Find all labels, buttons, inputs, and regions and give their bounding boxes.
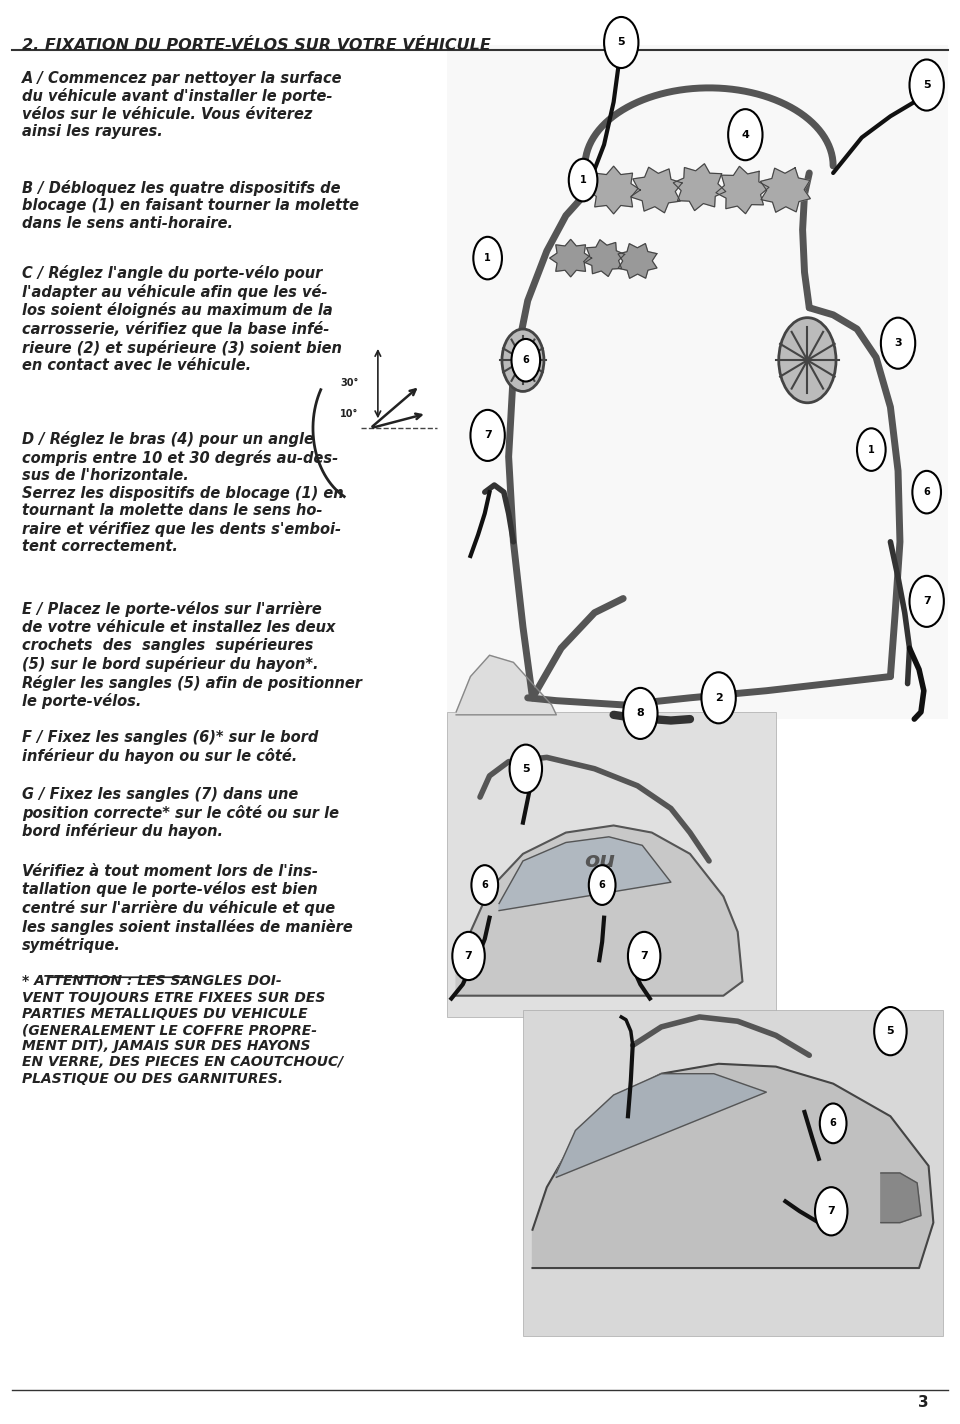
Text: 7: 7 bbox=[484, 430, 492, 440]
Circle shape bbox=[471, 866, 498, 904]
Text: D / Réglez le bras (4) pour un angle
compris entre 10 et 30 degrés au-des-
sus d: D / Réglez le bras (4) pour un angle com… bbox=[22, 431, 344, 554]
Circle shape bbox=[588, 866, 615, 904]
Text: 6: 6 bbox=[829, 1118, 836, 1128]
Circle shape bbox=[470, 410, 505, 461]
Circle shape bbox=[857, 429, 886, 471]
Text: 7: 7 bbox=[828, 1206, 835, 1216]
Text: G / Fixez les sangles (7) dans une
position correcte* sur le côté ou sur le
bord: G / Fixez les sangles (7) dans une posit… bbox=[22, 787, 339, 839]
Polygon shape bbox=[550, 239, 591, 276]
Text: 1: 1 bbox=[580, 175, 587, 185]
Text: B / Débloquez les quatre dispositifs de
blocage (1) en faisant tourner la molett: B / Débloquez les quatre dispositifs de … bbox=[22, 179, 359, 231]
Circle shape bbox=[912, 471, 941, 514]
Polygon shape bbox=[587, 167, 640, 214]
Circle shape bbox=[702, 672, 735, 723]
Text: * ATTENTION : LES SANGLES DOI-
VENT TOUJOURS ETRE FIXEES SUR DES
PARTIES METALLI: * ATTENTION : LES SANGLES DOI- VENT TOUJ… bbox=[22, 974, 343, 1085]
Polygon shape bbox=[631, 167, 683, 212]
Text: 5: 5 bbox=[887, 1027, 894, 1037]
Text: 1: 1 bbox=[484, 253, 491, 263]
Circle shape bbox=[728, 110, 762, 161]
Circle shape bbox=[628, 931, 660, 980]
Text: A / Commencez par nettoyer la surface
du véhicule avant d'installer le porte-
vé: A / Commencez par nettoyer la surface du… bbox=[22, 71, 343, 140]
Text: 7: 7 bbox=[465, 951, 472, 961]
Text: F / Fixez les sangles (6)* sur le bord
inférieur du hayon ou sur le côté.: F / Fixez les sangles (6)* sur le bord i… bbox=[22, 731, 319, 765]
Text: Vérifiez à tout moment lors de l'ins-
tallation que le porte-vélos est bien
cent: Vérifiez à tout moment lors de l'ins- ta… bbox=[22, 864, 352, 953]
Circle shape bbox=[820, 1104, 847, 1143]
Polygon shape bbox=[456, 655, 557, 715]
Circle shape bbox=[604, 17, 638, 68]
Circle shape bbox=[623, 688, 658, 739]
Polygon shape bbox=[760, 168, 810, 212]
FancyBboxPatch shape bbox=[446, 712, 776, 1017]
FancyBboxPatch shape bbox=[523, 1010, 943, 1336]
Text: 2: 2 bbox=[715, 693, 723, 703]
Text: 30°: 30° bbox=[341, 377, 359, 387]
Text: E / Placez le porte-vélos sur l'arrière
de votre véhicule et installez les deux
: E / Placez le porte-vélos sur l'arrière … bbox=[22, 601, 362, 709]
Text: 5: 5 bbox=[617, 37, 625, 47]
FancyBboxPatch shape bbox=[446, 46, 948, 719]
Text: C / Réglez l'angle du porte-vélo pour
l'adapter au véhicule afin que les vé-
los: C / Réglez l'angle du porte-vélo pour l'… bbox=[22, 265, 342, 373]
Text: 3: 3 bbox=[894, 339, 901, 349]
Text: 3: 3 bbox=[918, 1396, 928, 1410]
Polygon shape bbox=[557, 1074, 766, 1178]
Text: 7: 7 bbox=[640, 951, 648, 961]
Polygon shape bbox=[618, 244, 657, 278]
Text: 6: 6 bbox=[599, 880, 606, 890]
Polygon shape bbox=[716, 167, 769, 214]
Polygon shape bbox=[673, 164, 726, 211]
Polygon shape bbox=[456, 826, 742, 995]
Circle shape bbox=[510, 745, 542, 793]
Text: 1: 1 bbox=[868, 444, 875, 454]
Text: 10°: 10° bbox=[341, 409, 359, 419]
Text: 8: 8 bbox=[636, 708, 644, 719]
Circle shape bbox=[909, 575, 944, 627]
Text: ou: ou bbox=[584, 852, 614, 871]
Circle shape bbox=[815, 1188, 848, 1236]
Circle shape bbox=[568, 159, 597, 201]
Text: 6: 6 bbox=[924, 487, 930, 497]
Text: 4: 4 bbox=[741, 130, 749, 140]
Text: 7: 7 bbox=[923, 597, 930, 607]
Text: 6: 6 bbox=[522, 355, 529, 365]
Circle shape bbox=[881, 318, 915, 369]
Circle shape bbox=[512, 339, 540, 382]
Circle shape bbox=[875, 1007, 906, 1055]
Text: 5: 5 bbox=[923, 80, 930, 90]
Polygon shape bbox=[881, 1173, 921, 1223]
Text: 5: 5 bbox=[522, 763, 530, 773]
Circle shape bbox=[502, 329, 544, 392]
Polygon shape bbox=[499, 837, 671, 910]
Circle shape bbox=[909, 60, 944, 111]
Circle shape bbox=[473, 236, 502, 279]
Polygon shape bbox=[533, 1064, 933, 1267]
Text: 2. FIXATION DU PORTE-VÉLOS SUR VOTRE VÉHICULE: 2. FIXATION DU PORTE-VÉLOS SUR VOTRE VÉH… bbox=[22, 38, 491, 53]
Polygon shape bbox=[584, 239, 625, 276]
Circle shape bbox=[779, 318, 836, 403]
Circle shape bbox=[452, 931, 485, 980]
Text: 6: 6 bbox=[481, 880, 488, 890]
